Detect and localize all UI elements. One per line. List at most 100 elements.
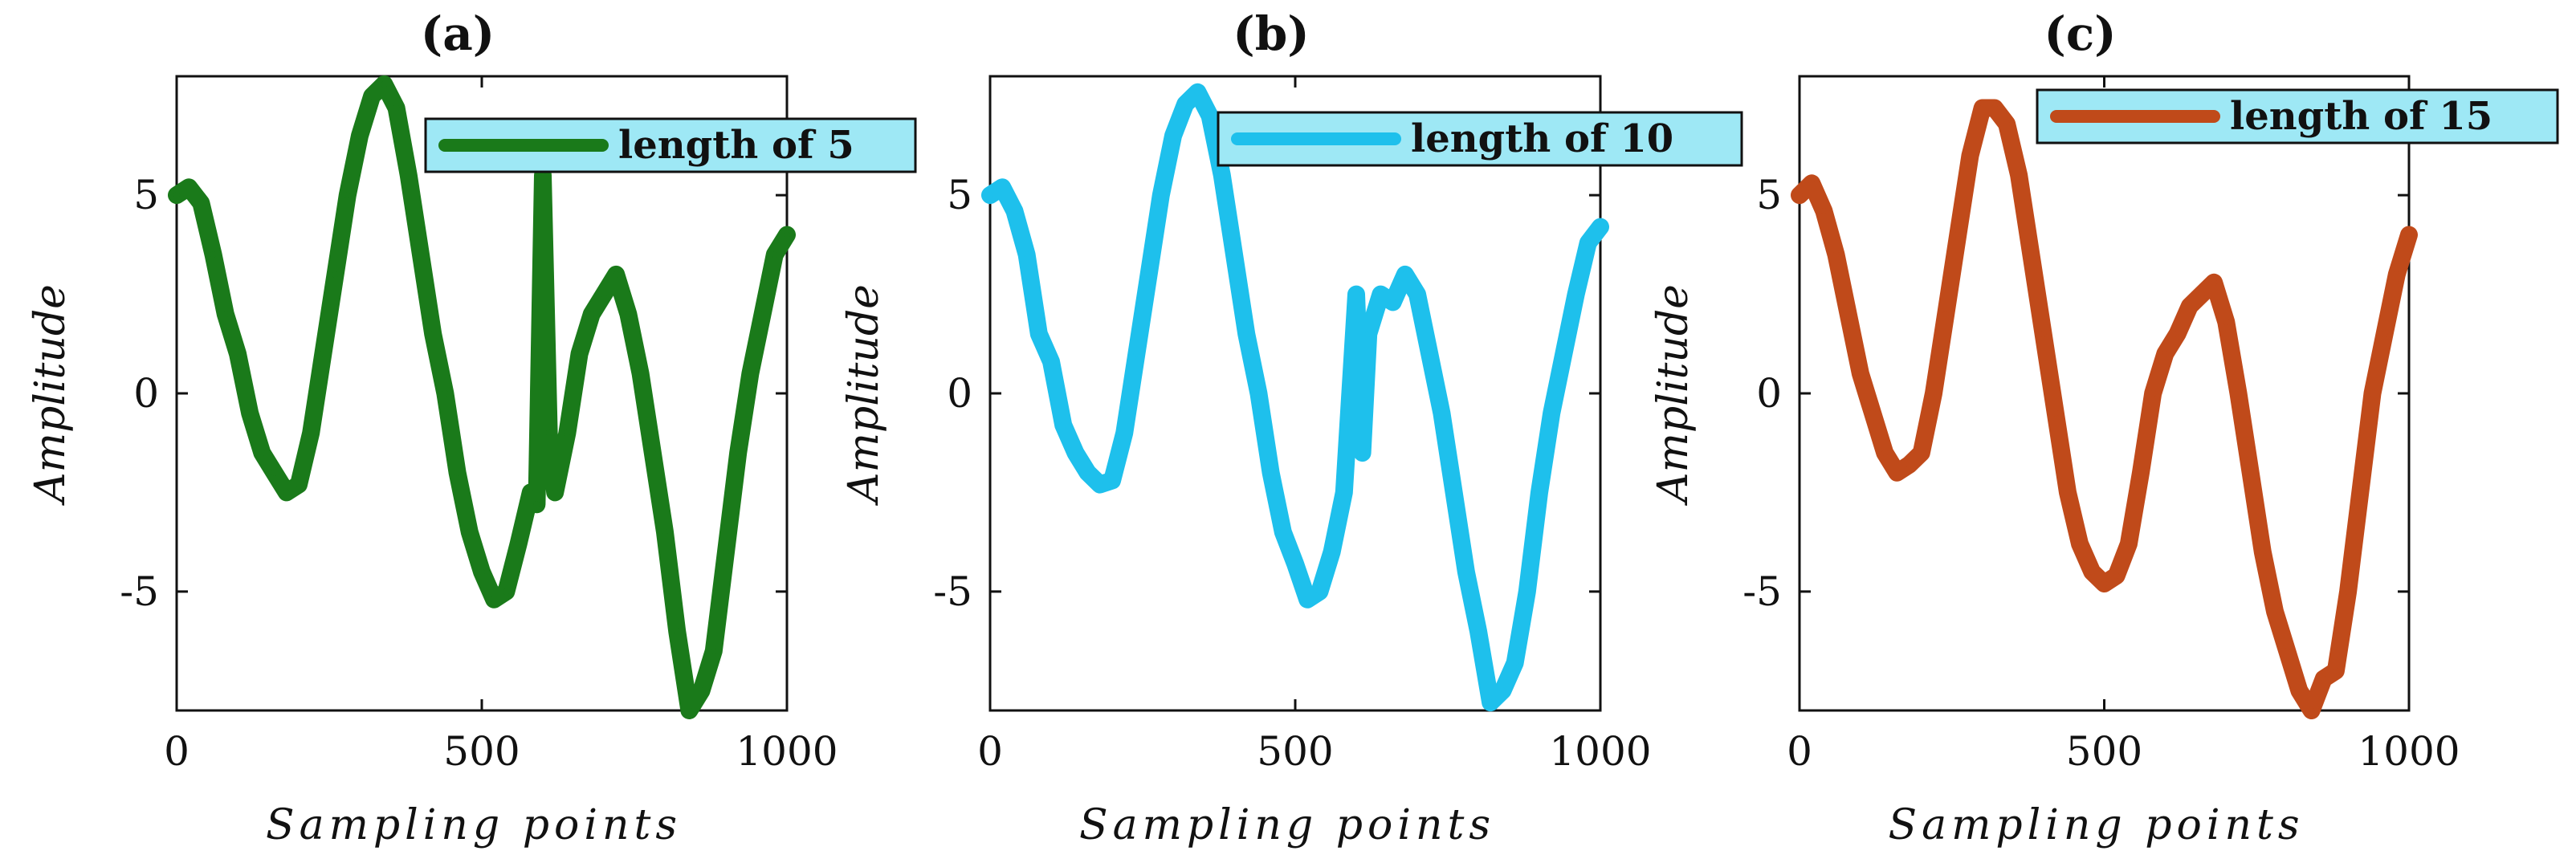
data-point (1206, 112, 1213, 120)
y-axis-label: Amplitude (1649, 284, 1698, 506)
data-point (442, 390, 449, 397)
data-point (405, 172, 412, 179)
data-point (357, 132, 363, 140)
data-point (1536, 489, 1543, 496)
x-axis-label: Sampling points (266, 801, 682, 849)
data-point (1072, 450, 1079, 457)
data-point (564, 429, 571, 437)
data-point (1194, 88, 1201, 96)
data-point (1328, 548, 1335, 556)
data-point (2332, 667, 2339, 674)
data-point (662, 528, 668, 535)
x-tick-label: 1000 (1549, 728, 1651, 775)
data-point (1170, 132, 1176, 140)
data-point (1869, 409, 1877, 417)
chart-panel-2: -5 0 5 0 500 1000 (c) Sampling points Amplitude l… (1649, 6, 2559, 849)
data-point (2052, 409, 2059, 417)
data-point (1942, 311, 1950, 318)
x-tick-label: 500 (1257, 728, 1333, 775)
data-point (2040, 330, 2047, 337)
data-point (2174, 330, 2181, 337)
data-point (2223, 319, 2230, 326)
data-point (2247, 469, 2254, 476)
data-point (1967, 152, 1974, 159)
y-tick-label: -5 (120, 568, 159, 615)
data-point (1377, 291, 1384, 298)
data-point (771, 251, 778, 258)
chart-title: (b) (1233, 6, 1309, 61)
data-point (1157, 192, 1164, 199)
data-point (1145, 271, 1152, 278)
x-tick-label: 0 (164, 728, 190, 775)
data-point (2211, 279, 2218, 286)
data-point (2113, 572, 2120, 580)
data-point (747, 370, 754, 377)
y-tick-label: 0 (947, 370, 972, 417)
data-point (1572, 291, 1579, 298)
data-point (1560, 350, 1567, 357)
data-point (1359, 450, 1366, 457)
data-point (2016, 172, 2023, 179)
data-point (332, 271, 339, 278)
data-point (1438, 409, 1445, 417)
legend: length of 15 (2036, 88, 2559, 145)
data-point (1048, 358, 1054, 365)
data-point (1133, 350, 1140, 357)
y-axis-label: Amplitude (26, 284, 75, 506)
data-point (1340, 489, 1347, 496)
data-point (2369, 390, 2376, 397)
data-point (637, 370, 644, 377)
data-point (1060, 421, 1067, 429)
data-point (1808, 180, 1816, 187)
x-tick-label: 1000 (2358, 728, 2460, 775)
legend: length of 5 (424, 117, 917, 173)
data-point (1426, 350, 1433, 357)
data-point (1844, 311, 1852, 318)
data-point (625, 311, 632, 318)
data-point (613, 271, 620, 278)
data-point (2150, 390, 2157, 397)
data-point (381, 80, 388, 88)
series-line-0 (981, 83, 1609, 712)
chart-panel-1: -5 0 5 0 500 1000 (b) Sampling points Amplitude l… (840, 6, 1743, 849)
data-point (1414, 291, 1420, 298)
data-point (1304, 596, 1311, 603)
data-point (1499, 687, 1506, 694)
data-point (247, 409, 254, 417)
data-point (2125, 540, 2132, 548)
data-point (1231, 251, 1237, 258)
data-point (1450, 489, 1457, 496)
data-point (222, 311, 229, 318)
data-point (1401, 271, 1408, 278)
data-point (1930, 390, 1937, 397)
data-point (2308, 707, 2315, 714)
data-point (198, 200, 205, 206)
data-point (1292, 560, 1298, 568)
plot-frame (988, 75, 1602, 712)
data-point (2296, 687, 2303, 694)
series-line-0 (1791, 99, 2418, 719)
data-point (1832, 251, 1840, 258)
data-point (2089, 568, 2096, 576)
data-point (527, 489, 534, 496)
data-point (601, 291, 607, 298)
y-tick-label: -5 (933, 568, 972, 615)
data-point (296, 481, 302, 488)
chart-title: (a) (421, 6, 495, 61)
data-point (1548, 409, 1555, 417)
data-point (2028, 251, 2035, 258)
data-point (479, 568, 485, 576)
y-tick-label: 5 (947, 172, 972, 218)
data-point (759, 311, 766, 318)
data-point (1365, 330, 1372, 337)
data-point (2345, 588, 2352, 595)
data-point (2162, 350, 2169, 357)
x-axis-label: Sampling points (1888, 801, 2304, 849)
data-point (649, 450, 656, 457)
x-tick-label: 500 (443, 728, 520, 775)
data-point (1023, 251, 1030, 258)
data-point (418, 251, 424, 258)
data-point (2198, 291, 2205, 298)
data-point (1353, 291, 1359, 298)
data-point (2138, 469, 2145, 476)
